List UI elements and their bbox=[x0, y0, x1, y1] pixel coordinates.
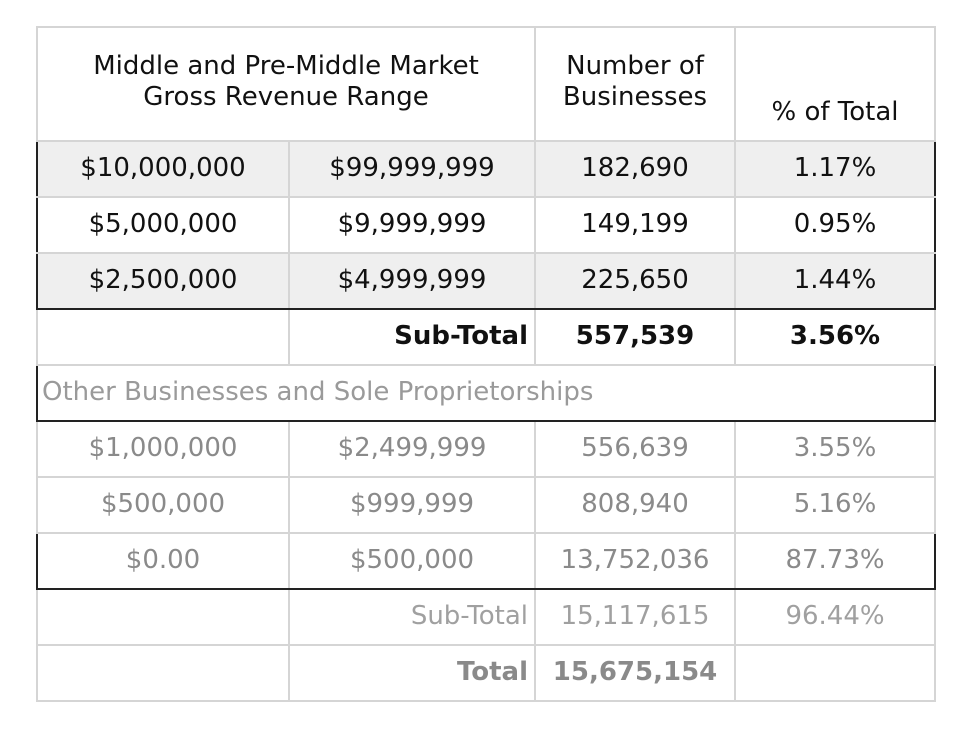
header-count-line2: Businesses bbox=[562, 82, 708, 112]
subtotal-percent: 96.44% bbox=[734, 588, 937, 646]
table-header-row: Middle and Pre-Middle Market Gross Reven… bbox=[35, 26, 937, 142]
range-high-cell: $999,999 bbox=[287, 476, 537, 534]
revenue-table-container: Middle and Pre-Middle Market Gross Reven… bbox=[35, 26, 937, 702]
subtotal-count: 15,117,615 bbox=[534, 588, 737, 646]
header-range-line1: Middle and Pre-Middle Market bbox=[93, 50, 479, 81]
table-row: $5,000,000 $9,999,999 149,199 0.95% bbox=[36, 196, 937, 254]
table-row: $500,000 $999,999 808,940 5.16% bbox=[36, 476, 937, 534]
percent-cell: 0.95% bbox=[734, 196, 937, 254]
total-label: Total bbox=[287, 644, 537, 702]
table-row: $2,500,000 $4,999,999 225,650 1.44% bbox=[36, 252, 937, 310]
subtotal-label: Sub-Total bbox=[287, 308, 537, 366]
other-section-title: Other Businesses and Sole Proprietorship… bbox=[35, 364, 937, 422]
subtotal-label: Sub-Total bbox=[287, 588, 537, 646]
range-low-cell: $10,000,000 bbox=[36, 140, 290, 198]
percent-cell: 87.73% bbox=[734, 532, 937, 590]
range-low-cell: $1,000,000 bbox=[36, 420, 290, 478]
range-high-cell: $500,000 bbox=[287, 532, 537, 590]
header-count-line1: Number of bbox=[566, 50, 704, 81]
range-high-cell: $99,999,999 bbox=[287, 140, 537, 198]
range-low-cell: $0.00 bbox=[36, 532, 290, 590]
count-cell: 225,650 bbox=[534, 252, 737, 310]
count-cell: 13,752,036 bbox=[534, 532, 737, 590]
range-high-cell: $4,999,999 bbox=[287, 252, 537, 310]
range-low-cell: $2,500,000 bbox=[36, 252, 290, 310]
total-count: 15,675,154 bbox=[534, 644, 737, 702]
middle-subtotal-row: Sub-Total 557,539 3.56% bbox=[36, 308, 937, 366]
subtotal-percent: 3.56% bbox=[734, 308, 937, 366]
range-high-cell: $9,999,999 bbox=[287, 196, 537, 254]
count-cell: 149,199 bbox=[534, 196, 737, 254]
empty-cell bbox=[734, 644, 937, 702]
count-cell: 556,639 bbox=[534, 420, 737, 478]
header-revenue-range: Middle and Pre-Middle Market Gross Reven… bbox=[35, 26, 537, 142]
empty-cell bbox=[36, 308, 290, 366]
header-range-line2: Gross Revenue Range bbox=[143, 82, 429, 112]
count-cell: 808,940 bbox=[534, 476, 737, 534]
empty-cell bbox=[36, 588, 290, 646]
empty-cell bbox=[36, 644, 290, 702]
total-row: Total 15,675,154 bbox=[36, 644, 937, 702]
range-low-cell: $5,000,000 bbox=[36, 196, 290, 254]
other-subtotal-row: Sub-Total 15,117,615 96.44% bbox=[36, 588, 937, 646]
header-percent-of-total: % of Total bbox=[734, 26, 937, 142]
subtotal-count: 557,539 bbox=[534, 308, 737, 366]
other-section-header-row: Other Businesses and Sole Proprietorship… bbox=[35, 364, 937, 422]
percent-cell: 1.44% bbox=[734, 252, 937, 310]
percent-cell: 1.17% bbox=[734, 140, 937, 198]
count-cell: 182,690 bbox=[534, 140, 737, 198]
range-high-cell: $2,499,999 bbox=[287, 420, 537, 478]
table-row: $10,000,000 $99,999,999 182,690 1.17% bbox=[36, 140, 937, 198]
percent-cell: 5.16% bbox=[734, 476, 937, 534]
revenue-range-table: Middle and Pre-Middle Market Gross Reven… bbox=[35, 26, 937, 702]
header-number-of-businesses: Number of Businesses bbox=[534, 26, 737, 142]
table-row: $1,000,000 $2,499,999 556,639 3.55% bbox=[36, 420, 937, 478]
range-low-cell: $500,000 bbox=[36, 476, 290, 534]
table-row: $0.00 $500,000 13,752,036 87.73% bbox=[36, 532, 937, 590]
percent-cell: 3.55% bbox=[734, 420, 937, 478]
